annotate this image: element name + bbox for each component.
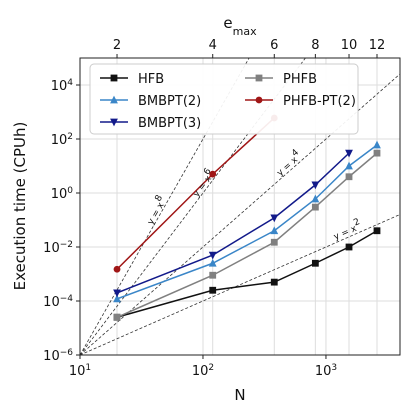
y-tick-label: 104 (51, 78, 74, 94)
y-tick-label: 102 (51, 132, 73, 148)
data-point-bmbpt-3 (270, 214, 279, 223)
top-tick-label: 8 (311, 38, 319, 53)
data-point-hfb (270, 278, 278, 286)
y-axis-label: Execution time (CPUh) (11, 122, 29, 291)
data-point-hfb (345, 243, 353, 251)
x-tick-label: 102 (192, 363, 214, 379)
series-line-bmbpt-2 (116, 144, 378, 300)
series-line-phfb (116, 152, 378, 318)
legend-box (89, 63, 359, 135)
data-point-bmbpt-3 (311, 181, 320, 190)
legend-marker (110, 95, 118, 104)
data-point-bmbpt-2 (113, 294, 121, 303)
plot-frame (79, 57, 401, 356)
data-point-bmbpt-2 (208, 258, 217, 267)
series-line-hfb (116, 230, 378, 318)
legend-label: PHFB-PT(2) (283, 94, 356, 109)
y-tick-label: 100 (51, 186, 74, 202)
legend-label: BMBPT(3) (138, 116, 201, 131)
data-point-phfb (311, 203, 319, 211)
reference-line-x8 (80, 58, 250, 355)
data-point-hfb (311, 259, 319, 267)
y-tick-label: 10−4 (43, 294, 73, 310)
data-point-bmbpt-3 (345, 149, 353, 158)
legend-label: PHFB (283, 72, 317, 87)
top-tick-label: 6 (270, 38, 278, 53)
x-axis-label: N (234, 386, 245, 404)
data-point-phfb (270, 238, 278, 246)
top-axis-label: emax (223, 14, 257, 38)
data-point-hfb (209, 286, 217, 294)
data-point-bmbpt-3 (113, 289, 121, 298)
data-point-hfb (373, 227, 381, 235)
data-point-bmbpt-2 (270, 226, 279, 235)
y-tick-label: 10−6 (43, 348, 73, 364)
x-tick-label: 101 (69, 363, 91, 379)
data-point-phfb-pt-2 (209, 170, 217, 178)
top-tick-label: 10 (341, 38, 358, 53)
top-tick-label: 12 (369, 38, 386, 53)
legend: HFB PHFB BMBPT(2) PHFB-PT(2) BMBPT(3) (89, 63, 359, 135)
legend-marker (255, 96, 263, 104)
data-point-bmbpt-2 (373, 140, 381, 149)
data-point-bmbpt-2 (311, 194, 320, 203)
reference-line-x4 (80, 73, 400, 355)
y-tick-label: 10−2 (43, 240, 73, 256)
data-point-phfb (345, 173, 353, 181)
legend-marker (255, 74, 263, 82)
data-point-phfb (373, 149, 381, 157)
legend-label: HFB (138, 72, 164, 87)
data-point-phfb (209, 271, 217, 279)
top-tick-label: 2 (113, 38, 121, 53)
legend-marker (110, 118, 118, 127)
data-point-bmbpt-3 (208, 251, 217, 260)
data-point-phfb (113, 313, 121, 321)
legend-label: BMBPT(2) (138, 94, 201, 109)
top-tick-label: 4 (209, 38, 217, 53)
data-point-phfb-pt-2 (113, 265, 121, 273)
reference-line-x2 (80, 214, 400, 355)
x-tick-label: 103 (315, 363, 337, 379)
legend-marker (110, 74, 118, 82)
data-point-bmbpt-2 (345, 161, 353, 170)
